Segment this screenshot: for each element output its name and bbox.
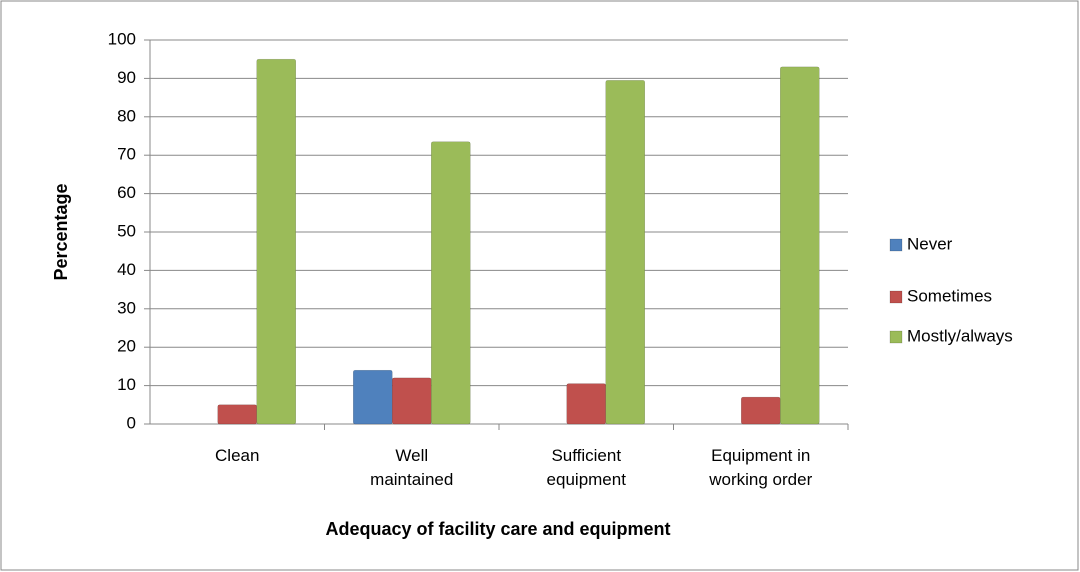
bar	[431, 141, 471, 425]
x-axis-title: Adequacy of facility care and equipment	[325, 519, 670, 539]
legend-label: Never	[907, 234, 953, 253]
legend-swatch	[889, 238, 903, 252]
x-tick-label: Equipment in working order	[709, 446, 813, 489]
legend-label: Mostly/always	[907, 326, 1013, 345]
y-axis-title: Percentage	[51, 183, 71, 280]
bar	[566, 383, 606, 425]
y-tick-label: 80	[117, 106, 136, 125]
y-tick-label: 90	[117, 68, 136, 87]
y-tick-label: 100	[108, 29, 136, 48]
bar	[256, 58, 296, 425]
y-tick-label: 30	[117, 298, 136, 317]
legend-label: Sometimes	[907, 286, 992, 305]
y-tick-label: 70	[117, 145, 136, 164]
x-tick-label: Well maintained	[370, 446, 454, 489]
y-tick-label: 0	[127, 413, 136, 432]
bar	[217, 404, 257, 425]
y-tick-label: 60	[117, 183, 136, 202]
y-tick-label: 10	[117, 375, 136, 394]
bar	[605, 80, 645, 425]
legend-swatch	[889, 330, 903, 344]
y-tick-label: 50	[117, 221, 136, 240]
bar	[741, 396, 781, 425]
bar	[780, 66, 820, 425]
bar	[392, 377, 432, 425]
x-tick-label: Sufficient equipment	[546, 446, 626, 489]
x-tick-label: Clean	[215, 446, 260, 465]
legend-swatch	[889, 290, 903, 304]
y-tick-label: 40	[117, 260, 136, 279]
y-tick-label: 20	[117, 337, 136, 356]
bar	[353, 369, 393, 425]
